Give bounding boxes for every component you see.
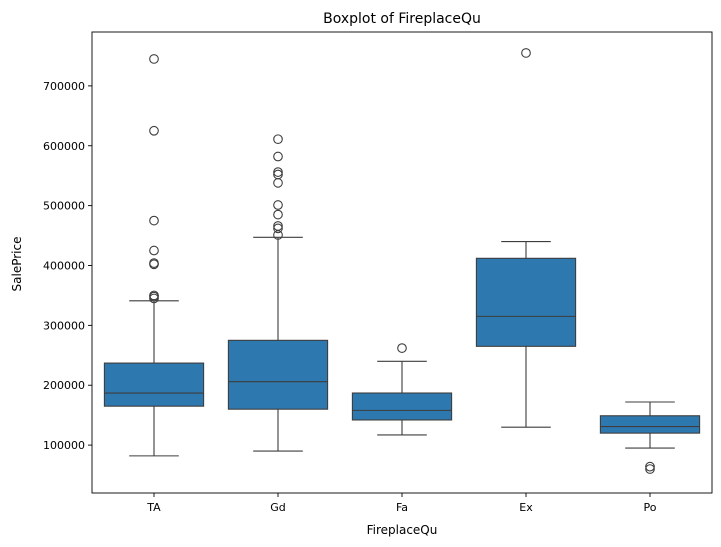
- y-tick-label: 500000: [43, 200, 85, 213]
- outlier-point-ta: [149, 258, 159, 268]
- x-tick-label: Po: [644, 501, 657, 514]
- box-fa: [351, 392, 453, 421]
- y-tick-label: 700000: [43, 80, 85, 93]
- box-ta: [103, 362, 205, 407]
- y-tick-label: 300000: [43, 319, 85, 332]
- outlier-point-po: [645, 464, 655, 474]
- box-ex: [475, 257, 577, 347]
- y-tick-label: 200000: [43, 379, 85, 392]
- box-gd: [227, 339, 329, 410]
- outlier-point-ta: [149, 54, 159, 64]
- box-po: [599, 415, 701, 434]
- x-tick-label: Ex: [519, 501, 533, 514]
- x-axis-label: FireplaceQu: [367, 523, 438, 537]
- plot-area: 100000 200000 300000 400000 500000 600000 7000…: [43, 31, 713, 514]
- outlier-point-gd: [273, 209, 283, 220]
- x-tick-label: Gd: [270, 501, 286, 514]
- outlier-point-ta: [149, 245, 159, 256]
- y-axis-label: SalePrice: [10, 237, 24, 292]
- outlier-point-po: [645, 461, 655, 472]
- outlier-point-gd: [273, 178, 283, 188]
- outlier-point-fa: [397, 343, 407, 353]
- outlier-point-gd: [273, 167, 283, 177]
- outlier-point-gd: [273, 223, 283, 234]
- x-tick-label: Fa: [396, 501, 408, 514]
- outlier-point-gd: [273, 151, 283, 162]
- outlier-point-gd: [273, 221, 283, 231]
- x-tick-label: TA: [146, 501, 161, 514]
- outlier-point-gd: [273, 169, 283, 180]
- chart-title: Boxplot of FireplaceQu: [323, 11, 481, 27]
- outlier-point-ta: [149, 290, 159, 301]
- y-tick-label: 600000: [43, 140, 85, 153]
- outlier-point-ta: [149, 125, 159, 136]
- outlier-point-gd: [273, 200, 283, 210]
- y-tick-label: 400000: [43, 259, 85, 272]
- outlier-point-ex: [521, 48, 531, 58]
- outlier-point-gd: [273, 134, 283, 145]
- plot-frame: [91, 31, 713, 494]
- y-tick-label: 100000: [43, 439, 85, 452]
- outlier-point-ta: [149, 215, 159, 226]
